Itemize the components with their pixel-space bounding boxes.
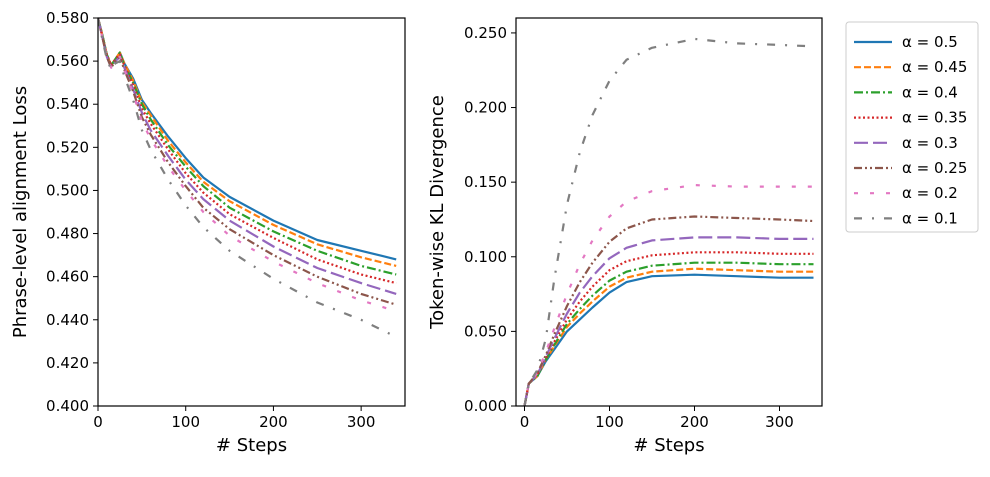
right-x-tick-label-3: 300 [765,413,794,431]
right-y-axis-label: Token-wise KL Divergence [427,95,448,330]
legend-label-0: α = 0.5 [902,33,958,51]
right-y-tick-label-2: 0.100 [464,248,507,266]
right-y-tick-label-5: 0.250 [464,24,507,42]
left-series-line-1 [98,18,397,267]
legend-label-4: α = 0.3 [902,134,958,152]
left-y-tick-label-7: 0.540 [46,95,89,113]
right-y-tick-label-4: 0.200 [464,99,507,117]
left-series-line-6 [98,18,397,313]
right-series-line-4 [523,236,814,406]
right-series-line-1 [523,267,814,406]
left-y-axis-label: Phrase-level alignment Loss [10,86,31,338]
right-series-line-5 [523,215,814,406]
left-y-tick-label-1: 0.420 [46,354,89,372]
right-series-line-0 [523,273,814,406]
legend: α = 0.5 α = 0.45 α = 0.4 α = 0.35 α = 0.3 α =… [845,21,979,233]
right-x-tick-label-0: 0 [520,413,530,431]
left-series-line-2 [98,18,397,276]
left-series-line-7 [98,18,397,338]
left-y-tick-label-9: 0.580 [46,9,89,27]
right-x-tick-label-1: 100 [595,413,624,431]
legend-box [845,21,979,233]
plot-phrase-loss: 0 100 200 300 0.400 0.420 0.440 0.460 0.480 0.500… [10,9,406,456]
left-x-tick-label-3: 300 [347,413,376,431]
legend-label-3: α = 0.35 [902,109,967,127]
right-series-line-2 [523,261,814,406]
left-series-line-4 [98,18,397,295]
left-y-tick-label-0: 0.400 [46,397,89,415]
right-y-tick-label-3: 0.150 [464,173,507,191]
left-x-tick-label-2: 200 [259,413,288,431]
left-series-line-3 [98,18,397,285]
right-y-tick-label-0: 0.000 [464,397,507,415]
right-y-tick-label-1: 0.050 [464,322,507,340]
left-x-tick-label-1: 100 [171,413,200,431]
left-axes-frame [97,17,406,407]
right-axes-frame [515,17,823,407]
left-x-tick-label-0: 0 [93,413,103,431]
legend-label-1: α = 0.45 [902,58,967,76]
left-y-tick-label-2: 0.440 [46,311,89,329]
left-x-axis-label: # Steps [216,435,287,456]
right-series-line-7 [523,37,814,406]
legend-label-7: α = 0.1 [902,209,958,227]
legend-label-2: α = 0.4 [902,83,958,101]
right-x-axis-label: # Steps [633,435,704,456]
left-y-tick-label-6: 0.520 [46,138,89,156]
plot-kl-divergence: 0 100 200 300 0.000 0.050 0.100 0.150 0.200 0.250… [427,17,823,456]
left-y-tick-label-8: 0.560 [46,52,89,70]
right-x-tick-label-2: 200 [680,413,709,431]
left-y-tick-label-3: 0.460 [46,268,89,286]
left-y-tick-label-5: 0.500 [46,181,89,199]
legend-label-5: α = 0.25 [902,159,967,177]
legend-label-6: α = 0.2 [902,184,958,202]
left-y-tick-label-4: 0.480 [46,225,89,243]
